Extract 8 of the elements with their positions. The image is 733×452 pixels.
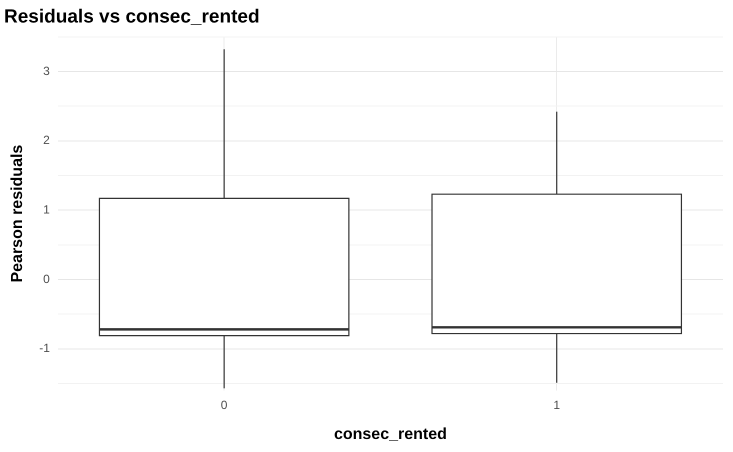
y-axis-title: Pearson residuals: [9, 144, 26, 283]
y-tick-label: 0: [43, 272, 50, 286]
x-axis-title: consec_rented: [334, 426, 447, 443]
chart-title: Residuals vs consec_rented: [4, 6, 260, 28]
y-tick-label: 2: [43, 133, 50, 148]
y-tick-label: 1: [43, 202, 50, 216]
y-tick-label: -1: [39, 341, 50, 356]
y-tick-label: 3: [43, 64, 50, 78]
